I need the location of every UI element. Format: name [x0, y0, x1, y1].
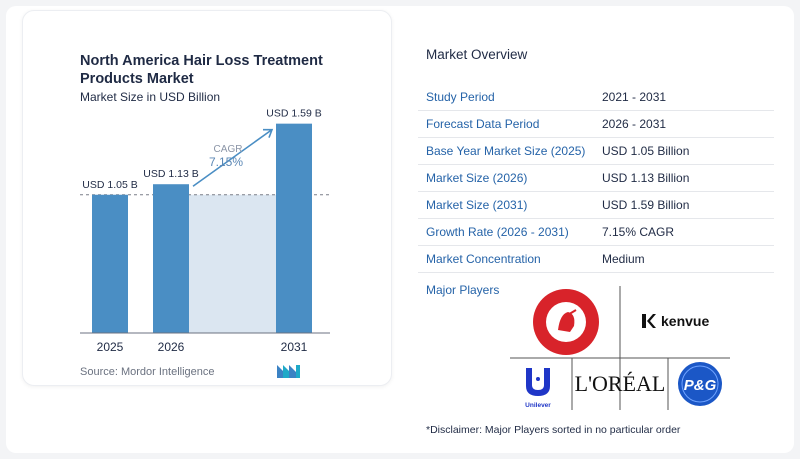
overview-row: Market Size (2031) USD 1.59 Billion — [418, 192, 774, 219]
source-text: Source: Mordor Intelligence — [80, 366, 215, 378]
market-overview-table: Study Period 2021 - 2031 Forecast Data Per… — [418, 84, 774, 273]
loreal-logo: L'ORÉAL — [575, 371, 666, 396]
category-label: 2025 — [97, 340, 124, 354]
overview-row: Market Size (2026) USD 1.13 Billion — [418, 165, 774, 192]
overview-row-label: Forecast Data Period — [426, 117, 540, 131]
cagr-label: CAGR — [214, 144, 243, 155]
bar — [92, 194, 128, 333]
overview-row-value: USD 1.13 Billion — [602, 171, 690, 185]
mordor-intelligence-logo — [277, 365, 300, 378]
church-dwight-logo — [533, 289, 599, 355]
bar-value-label: USD 1.59 B — [266, 108, 321, 120]
kenvue-wordmark: kenvue — [661, 313, 709, 329]
bar-value-label: USD 1.05 B — [82, 179, 137, 191]
chart-subtitle: Market Size in USD Billion — [80, 90, 221, 104]
overview-row-label: Market Size (2031) — [426, 198, 528, 212]
cagr-value: 7.15% — [209, 155, 243, 169]
overview-row: Forecast Data Period 2026 - 2031 — [418, 111, 774, 138]
cagr-arrow — [192, 128, 273, 187]
overview-row-label: Base Year Market Size (2025) — [426, 144, 586, 158]
bar — [276, 123, 312, 334]
cagr-arrow-head — [263, 128, 274, 138]
major-players-logos: kenvue Unilever L'ORÉAL P&G — [510, 286, 730, 410]
chart-title: North America Hair Loss Treatment Produc… — [80, 53, 323, 87]
overview-row: Study Period 2021 - 2031 — [418, 84, 774, 111]
category-label: 2026 — [158, 340, 185, 354]
pg-wordmark: P&G — [684, 377, 717, 394]
overview-row-value: Medium — [602, 252, 645, 266]
bar-value-label: USD 1.13 B — [143, 168, 198, 180]
overview-row-value: 7.15% CAGR — [602, 225, 675, 239]
overview-row-value: USD 1.59 Billion — [602, 198, 690, 212]
overview-row-label: Growth Rate (2026 - 2031) — [426, 225, 569, 239]
overview-row-label: Market Size (2026) — [426, 171, 528, 185]
growth-shade — [189, 194, 276, 333]
pg-logo: P&G — [678, 362, 722, 406]
market-overview-title: Market Overview — [426, 47, 528, 62]
loreal-wordmark: L'ORÉAL — [575, 371, 666, 396]
bar — [153, 184, 189, 333]
overview-row-label: Market Concentration — [426, 252, 541, 266]
disclaimer-text: *Disclaimer: Major Players sorted in no … — [426, 424, 681, 436]
overview-row-value: 2021 - 2031 — [602, 90, 667, 104]
unilever-logo: Unilever — [525, 368, 551, 409]
kenvue-logo: kenvue — [642, 313, 709, 329]
overview-row: Growth Rate (2026 - 2031) 7.15% CAGR — [418, 219, 774, 246]
category-label: 2031 — [281, 340, 308, 354]
major-players-label: Major Players — [426, 283, 500, 297]
overview-row: Market Concentration Medium — [418, 246, 774, 273]
overview-row-label: Study Period — [426, 90, 495, 104]
unilever-wordmark: Unilever — [525, 402, 551, 409]
overview-row-value: 2026 - 2031 — [602, 117, 667, 131]
bar-chart: USD 1.05 B USD 1.13 B USD 1.59 B 2025 2026 20… — [80, 108, 330, 354]
overview-row: Base Year Market Size (2025) USD 1.05 Bil… — [418, 138, 774, 165]
overview-row-value: USD 1.05 Billion — [602, 144, 690, 158]
